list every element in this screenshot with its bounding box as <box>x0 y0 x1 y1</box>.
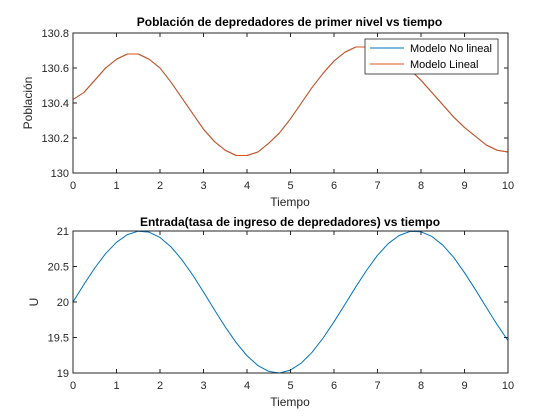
top-y-tick-label: 130.6 <box>41 63 69 75</box>
top-y-tick-label: 130.8 <box>41 28 69 40</box>
bottom-x-tick-label: 0 <box>70 380 76 392</box>
top-x-tick-label: 8 <box>418 180 424 192</box>
top-plot-ticks: 0 1 2 3 4 5 6 7 8 9 10 130 130.2 130.4 130.6 130.8 <box>41 28 514 192</box>
top-x-tick-label: 9 <box>461 180 467 192</box>
bottom-plot: Entrada(tasa de ingreso de depredadores)… <box>27 215 514 409</box>
bottom-x-tick-label: 7 <box>374 380 380 392</box>
top-plot-ylabel: Población <box>21 77 35 130</box>
bottom-y-tick-label: 20 <box>57 297 69 309</box>
top-x-tick-label: 1 <box>113 180 119 192</box>
top-x-tick-label: 6 <box>331 180 337 192</box>
bottom-plot-ylabel: U <box>27 298 41 307</box>
top-x-tick-label: 0 <box>70 180 76 192</box>
top-plot: Población de depredadores de primer nive… <box>21 15 514 209</box>
bottom-x-tick-label: 9 <box>461 380 467 392</box>
top-plot-title: Población de depredadores de primer nive… <box>137 15 442 29</box>
bottom-y-tick-label: 21 <box>57 226 69 238</box>
top-y-tick-label: 130 <box>51 168 69 180</box>
bottom-series-line-1 <box>72 230 509 374</box>
bottom-x-tick-label: 1 <box>113 380 119 392</box>
bottom-y-tick-label: 20.5 <box>48 262 69 274</box>
bottom-x-tick-label: 10 <box>502 380 514 392</box>
top-y-tick-label: 130.4 <box>41 98 69 110</box>
bottom-plot-axes-box <box>72 230 509 374</box>
bottom-plot-title: Entrada(tasa de ingreso de depredadores)… <box>140 215 440 229</box>
legend-box <box>364 38 499 75</box>
top-x-tick-label: 7 <box>374 180 380 192</box>
bottom-x-tick-label: 5 <box>287 380 293 392</box>
bottom-x-tick-label: 8 <box>418 380 424 392</box>
legend-label-series-2: Modelo Lineal <box>410 59 479 71</box>
bottom-x-tick-label: 3 <box>200 380 206 392</box>
bottom-y-tick-label: 19 <box>57 368 69 380</box>
bottom-x-tick-label: 2 <box>157 380 163 392</box>
top-plot-lines <box>72 46 509 156</box>
bottom-plot-ticks: 0 1 2 3 4 5 6 7 8 9 10 19 19.5 20 20.5 21 <box>48 226 515 392</box>
top-x-tick-label: 3 <box>200 180 206 192</box>
top-plot-legend: Modelo No lineal Modelo Lineal <box>364 38 499 75</box>
legend-label-series-1: Modelo No lineal <box>410 43 492 55</box>
top-y-tick-label: 130.2 <box>41 133 69 145</box>
top-series-line-2 <box>72 46 509 156</box>
bottom-plot-lines <box>72 230 509 374</box>
bottom-y-tick-label: 19.5 <box>48 333 69 345</box>
top-x-tick-label: 5 <box>287 180 293 192</box>
top-x-tick-label: 10 <box>502 180 514 192</box>
bottom-x-tick-label: 4 <box>244 380 250 392</box>
top-plot-xlabel: Tiempo <box>270 195 310 209</box>
top-x-tick-label: 4 <box>244 180 250 192</box>
bottom-x-tick-label: 6 <box>331 380 337 392</box>
bottom-plot-xlabel: Tiempo <box>270 395 310 409</box>
top-x-tick-label: 2 <box>157 180 163 192</box>
